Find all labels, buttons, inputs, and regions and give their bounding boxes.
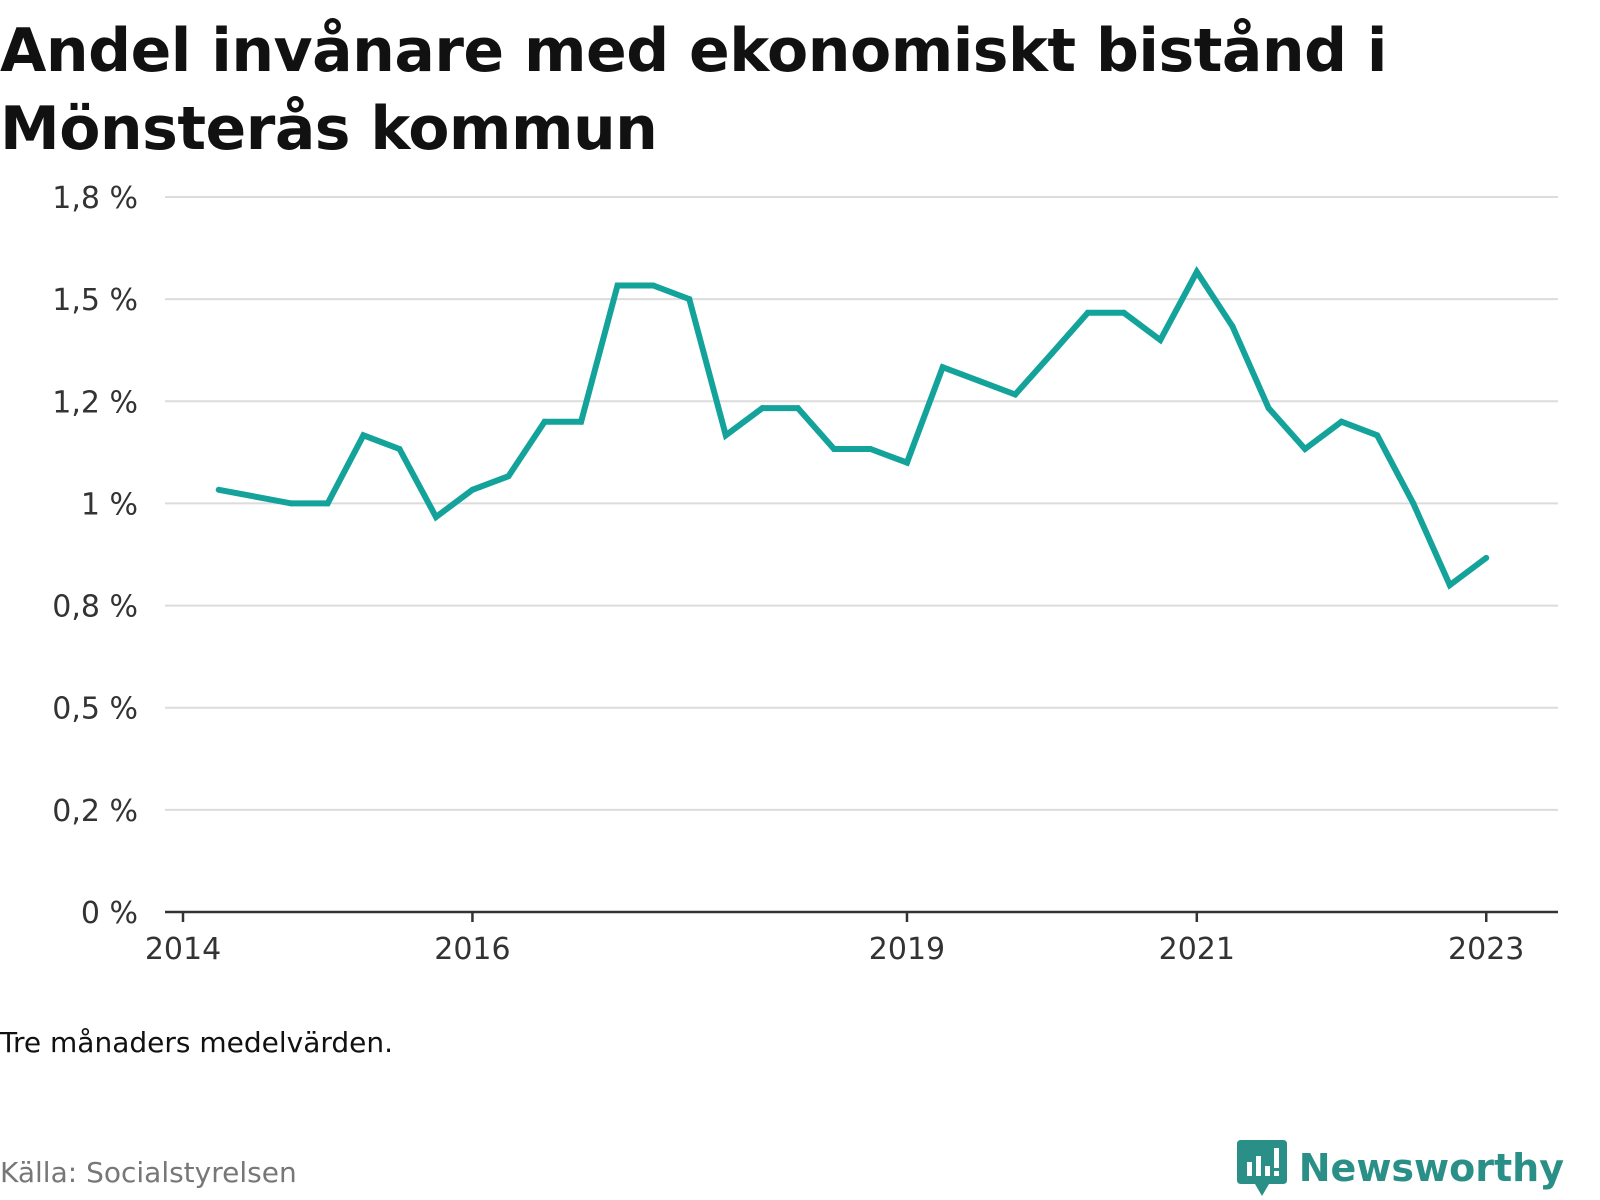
y-tick-label: 0 % xyxy=(81,896,138,931)
data-point xyxy=(541,418,548,425)
data-point xyxy=(1048,350,1055,357)
y-axis-tick-labels: 0 % 0,2 % 0,5 % 0,8 % 1 % 1,2 % 1,5 % 1,8 % xyxy=(52,181,138,931)
data-point xyxy=(831,445,838,452)
data-point xyxy=(1120,309,1127,316)
y-tick-label: 1,8 % xyxy=(52,181,138,216)
x-tick-label: 2021 xyxy=(1159,932,1235,967)
data-point xyxy=(1157,337,1164,343)
data-point xyxy=(1012,391,1019,398)
line-chart: 0 % 0,2 % 0,5 % 0,8 % 1 % 1,2 % 1,5 % 1,8 % 201… xyxy=(52,181,1558,967)
gridlines xyxy=(165,196,1558,811)
chart-title: Andel invånare med ekonomiskt bistånd i … xyxy=(0,16,1387,164)
x-tick-label: 2019 xyxy=(869,932,945,967)
data-point xyxy=(288,500,295,507)
y-tick-label: 1,2 % xyxy=(52,385,138,420)
data-point xyxy=(650,282,657,289)
x-axis: 2014 2016 2019 2021 2023 xyxy=(145,910,1558,967)
source-label: Källa: Socialstyrelsen xyxy=(0,1156,297,1189)
data-point xyxy=(1374,432,1381,439)
chart-note: Tre månaders medelvärden. xyxy=(0,1026,394,1059)
y-tick-label: 1,5 % xyxy=(52,283,138,318)
data-point xyxy=(324,500,331,507)
y-tick-label: 1 % xyxy=(81,487,138,522)
data-point xyxy=(867,445,874,452)
data-point xyxy=(360,432,367,439)
y-tick-label: 0,8 % xyxy=(52,590,138,625)
data-point xyxy=(614,282,621,289)
data-point xyxy=(1410,500,1417,507)
data-point xyxy=(505,473,512,480)
y-tick-label: 0,5 % xyxy=(52,692,138,727)
data-point xyxy=(939,364,946,371)
data-point xyxy=(903,459,910,466)
brand-name: Newsworthy xyxy=(1298,1146,1564,1190)
brand-logo: Newsworthy xyxy=(1236,1140,1564,1196)
y-tick-label: 0,2 % xyxy=(52,794,138,829)
x-tick-label: 2014 xyxy=(145,932,221,967)
data-point xyxy=(1338,418,1345,425)
data-point xyxy=(1483,554,1490,561)
data-point xyxy=(432,514,439,521)
data-point xyxy=(794,405,801,412)
data-point xyxy=(396,445,403,452)
x-tick-label: 2016 xyxy=(434,932,510,967)
data-point xyxy=(1265,405,1272,412)
data-point xyxy=(759,405,766,412)
data-point xyxy=(469,486,476,493)
data-point xyxy=(686,296,693,303)
series-line xyxy=(218,266,1488,590)
x-tick-label: 2023 xyxy=(1448,932,1524,967)
series-layer xyxy=(215,266,1490,590)
data-point xyxy=(1193,268,1200,275)
data-point xyxy=(1446,582,1453,589)
data-point xyxy=(722,432,729,439)
data-point xyxy=(1084,309,1091,316)
data-point xyxy=(1302,445,1309,452)
data-point xyxy=(215,486,222,493)
data-point xyxy=(578,418,585,425)
newsworthy-logo-icon xyxy=(1236,1140,1287,1196)
data-point xyxy=(1229,323,1236,330)
